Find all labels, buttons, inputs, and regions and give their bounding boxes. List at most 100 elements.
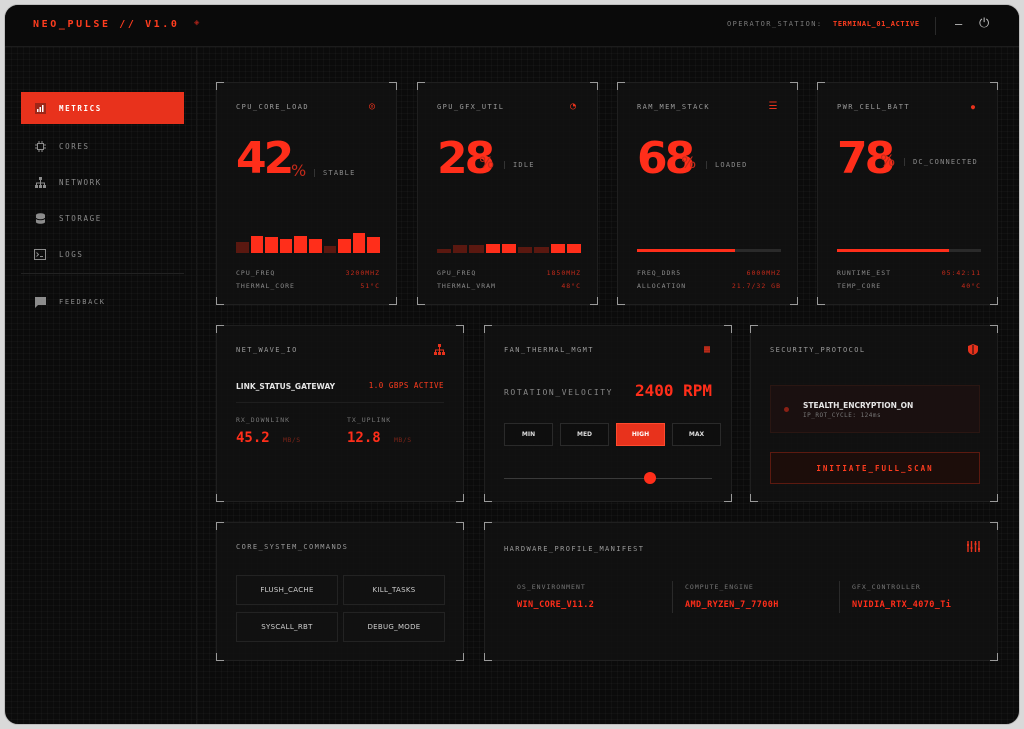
stat-row: ALLOCATION 21.7/32 GB (637, 282, 781, 290)
status-dot-icon (784, 407, 789, 412)
gauge-icon: ◔ (569, 101, 577, 112)
cpu-load-value: 42 (236, 133, 294, 184)
history-bar (485, 244, 500, 253)
fan-grid-icon: ▦ (703, 344, 711, 355)
sidebar-item-label: NETWORK (59, 177, 102, 187)
minimize-icon[interactable]: — (955, 17, 963, 31)
ram-card: RAM_MEM_STACK ☰ 68 % LOADED FREQ_DDR5 600… (617, 82, 798, 305)
history-bar (308, 238, 322, 253)
divider (839, 581, 840, 613)
hardware-profile-card: HARDWARE_PROFILE_MANIFEST OS_ENVIRONMENT… (484, 522, 998, 661)
app-window: NEO_PULSE // V1.0 ◈ OPERATOR_STATION: TE… (4, 4, 1020, 725)
card-title: CPU_CORE_LOAD (236, 103, 309, 111)
card-title: GPU_GFX_UTIL (437, 103, 505, 111)
gpu-status: IDLE (504, 161, 535, 169)
operator-station-value: TERMINAL_01_ACTIVE (833, 20, 920, 28)
cpu-load-history (236, 229, 380, 253)
power-icon[interactable]: ⏻ (979, 16, 990, 31)
flush-cache-button[interactable]: FLUSH_CACHE (236, 575, 338, 605)
sidebar-item-label: STORAGE (59, 213, 102, 223)
top-header: NEO_PULSE // V1.0 ◈ OPERATOR_STATION: TE… (5, 5, 1019, 47)
stat-row: GPU_FREQ 1850MHZ (437, 269, 581, 277)
history-bar (250, 236, 264, 253)
initiate-full-scan-button[interactable]: INITIATE_FULL_SCAN (770, 452, 980, 484)
history-bar (469, 245, 484, 253)
status-dot-icon: ● (970, 103, 976, 111)
history-bar (265, 237, 278, 253)
card-title: NET_WAVE_IO (236, 346, 298, 354)
network-icon (433, 344, 445, 356)
rx-unit: MB/S (283, 436, 301, 444)
tx-value: 12.8 (347, 430, 381, 446)
rx-value: 45.2 (236, 430, 270, 446)
history-bar (534, 247, 549, 253)
shield-icon (967, 344, 979, 356)
power-card: PWR_CELL_BATT ● 78 % DC_CONNECTED RUNTIM… (817, 82, 998, 305)
rx-label: RX_DOWNLINK (236, 416, 291, 424)
rotation-velocity-value: 2400 RPM (634, 381, 712, 400)
list-icon: ☰ (768, 101, 778, 112)
fan-mode-med-button[interactable]: MED (560, 423, 609, 446)
divider (236, 402, 444, 403)
encryption-status-title: STEALTH_ENCRYPTION_ON (803, 401, 914, 410)
history-bar (236, 242, 249, 253)
sidebar-item-logs[interactable]: LOGS (21, 238, 184, 270)
history-bar (338, 238, 351, 253)
history-bar (501, 244, 517, 253)
fan-mode-max-button[interactable]: MAX (672, 423, 721, 446)
stat-row: THERMAL_VRAM 48°C (437, 282, 581, 290)
history-bar (453, 245, 468, 253)
divider (672, 581, 673, 613)
sidebar-item-feedback[interactable]: FEEDBACK (21, 286, 184, 318)
card-title: SECURITY_PROTOCOL (770, 346, 866, 354)
sidebar-item-metrics[interactable]: METRICS (21, 92, 184, 124)
net-wave-card: NET_WAVE_IO LINK_STATUS_GATEWAY 1.0 GBPS… (216, 325, 464, 502)
battery-progress-bar (837, 249, 981, 252)
fan-thermal-card: FAN_THERMAL_MGMT ▦ ROTATION_VELOCITY 240… (484, 325, 732, 502)
card-title: CORE_SYSTEM_COMMANDS (236, 543, 349, 551)
history-bar (352, 232, 366, 253)
history-bar (323, 245, 337, 253)
fan-mode-min-button[interactable]: MIN (504, 423, 553, 446)
sidebar-item-label: LOGS (59, 249, 84, 259)
ram-progress-fill (637, 249, 735, 252)
status-dot-icon: ◈ (194, 18, 200, 28)
tx-label: TX_UPLINK (347, 416, 392, 424)
battery-progress-fill (837, 249, 950, 252)
sidebar-item-network[interactable]: NETWORK (21, 166, 184, 198)
security-card: SECURITY_PROTOCOL STEALTH_ENCRYPTION_ON … (750, 325, 998, 502)
commands-card: CORE_SYSTEM_COMMANDS FLUSH_CACHE KILL_TA… (216, 522, 464, 661)
fan-speed-slider-handle[interactable] (643, 472, 656, 484)
syscall-rbt-button[interactable]: SYSCALL_RBT (236, 612, 338, 642)
gpu-util-value: 28 (437, 133, 495, 184)
debug-mode-button[interactable]: DEBUG_MODE (343, 612, 445, 642)
app-brand: NEO_PULSE // V1.0 (33, 19, 180, 30)
sidebar-item-cores[interactable]: CORES (21, 130, 184, 162)
sidebar: METRICS CORES NETWORK STORAGE LOGS (5, 47, 197, 724)
fan-speed-slider-track[interactable] (504, 478, 712, 479)
operator-station-label: OPERATOR_STATION: (727, 20, 823, 28)
gpu-util-history (437, 233, 581, 253)
fan-mode-high-button[interactable]: HIGH (616, 423, 665, 446)
sidebar-item-label: CORES (59, 141, 90, 151)
card-title: RAM_MEM_STACK (637, 103, 710, 111)
database-icon (33, 211, 47, 225)
ram-progress-bar (637, 249, 781, 252)
rotation-velocity-label: ROTATION_VELOCITY (504, 388, 614, 397)
percent-unit: % (479, 153, 495, 172)
stat-row: CPU_FREQ 3200MHZ (236, 269, 380, 277)
card-title: FAN_THERMAL_MGMT (504, 346, 594, 354)
kill-tasks-button[interactable]: KILL_TASKS (343, 575, 445, 605)
stat-row: FREQ_DDR5 6000MHZ (637, 269, 781, 277)
network-icon (33, 175, 47, 189)
percent-unit: % (291, 161, 307, 180)
history-bar (367, 237, 380, 253)
card-title: PWR_CELL_BATT (837, 103, 910, 111)
link-rate: 1.0 GBPS ACTIVE (368, 381, 444, 390)
sidebar-item-storage[interactable]: STORAGE (21, 202, 184, 234)
power-status: DC_CONNECTED (904, 158, 978, 166)
history-bar (550, 244, 565, 253)
stat-row: RUNTIME_EST 05:42:11 (837, 269, 981, 277)
card-title: HARDWARE_PROFILE_MANIFEST (504, 545, 645, 553)
gpu-card: GPU_GFX_UTIL ◔ 28 % IDLE GPU_FREQ 1850MHZ… (417, 82, 598, 305)
